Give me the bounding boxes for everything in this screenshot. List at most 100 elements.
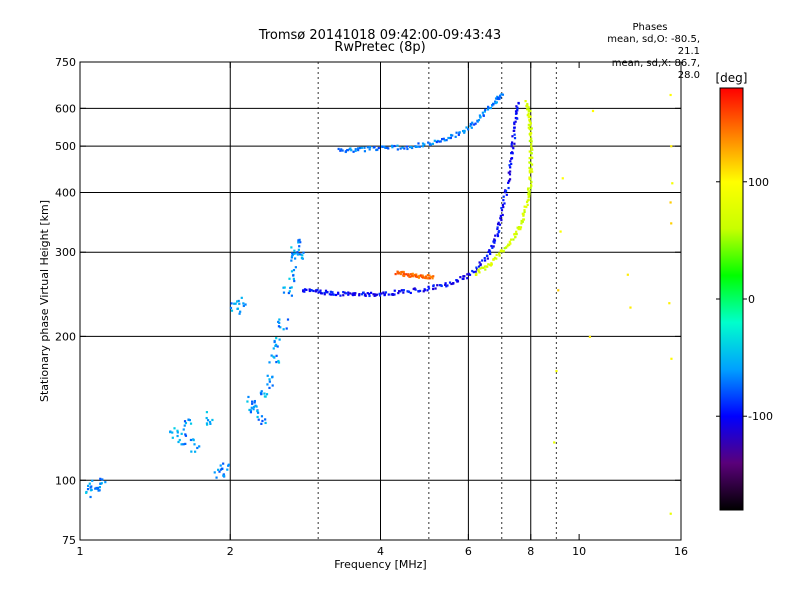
data-point [481,111,484,114]
data-point [393,289,396,292]
data-point [257,418,260,421]
data-point [363,150,367,153]
data-point [407,274,410,277]
data-point [255,405,258,408]
data-point [347,293,350,296]
data-point [498,230,501,233]
data-point [522,213,525,216]
data-point [292,274,295,277]
data-point [477,270,480,273]
data-point [511,135,514,138]
data-point [526,199,529,202]
data-point [282,291,286,294]
data-point [457,133,460,136]
data-point [423,288,426,291]
data-point [481,266,484,269]
data-point [465,126,468,129]
data-point [290,256,293,259]
data-point [438,140,441,143]
data-point [499,96,502,99]
data-point [268,361,271,364]
data-point [469,125,472,128]
data-point [510,143,513,146]
data-point [470,126,473,129]
data-point [426,289,429,292]
data-point [507,186,510,190]
data-point [450,282,453,286]
data-point [205,422,209,425]
data-point [509,166,512,169]
data-point [97,486,100,490]
data-point [526,203,529,207]
data-point [382,291,385,294]
data-point [515,232,518,236]
data-point [525,200,529,204]
data-point [493,238,496,241]
data-point [494,234,497,237]
data-point [446,284,449,287]
data-point [278,321,281,325]
data-point [500,93,503,96]
data-point [387,293,390,296]
data-point [373,146,376,149]
data-point [173,427,176,430]
data-point [354,148,357,151]
data-point [427,274,430,277]
data-point [528,139,531,143]
data-point [479,267,482,270]
data-point [444,283,447,286]
data-point [396,271,399,274]
data-point [328,293,331,296]
data-point [425,277,428,280]
data-point [378,292,381,295]
data-point [349,147,352,150]
data-point [398,271,401,274]
data-point [277,361,281,364]
data-point [513,232,517,236]
data-point [515,230,518,233]
data-point [297,248,300,251]
data-point [463,275,466,278]
data-point [445,139,448,142]
data-point [528,192,531,196]
y-tick-label: 75 [62,534,76,547]
data-point [427,287,431,290]
data-point [467,272,470,275]
data-point [669,201,672,204]
data-point [478,271,481,274]
data-point [416,145,419,148]
data-point [517,101,520,105]
data-point [260,422,263,425]
data-point [360,146,363,149]
data-point [219,464,222,467]
data-point [528,150,531,153]
data-point [557,289,560,292]
data-point [528,190,531,193]
data-point [523,205,526,208]
data-point [324,289,328,292]
data-point [483,110,487,113]
data-point [260,415,264,418]
data-point [516,109,519,112]
data-point [400,271,403,274]
data-point [510,141,514,144]
data-point [497,221,500,224]
data-point [372,293,375,296]
data-point [399,272,402,276]
data-point [527,112,530,115]
data-point [458,131,461,134]
data-point [98,486,101,489]
data-point [445,285,448,288]
data-point [251,402,254,405]
data-point [341,149,344,152]
data-point [500,209,504,212]
data-point [406,147,409,151]
data-point [505,193,508,196]
axis-ticks [79,61,682,541]
data-point [171,431,174,434]
colorbar [719,87,744,511]
data-point [520,219,523,223]
data-point [432,275,435,278]
data-point [431,277,434,280]
